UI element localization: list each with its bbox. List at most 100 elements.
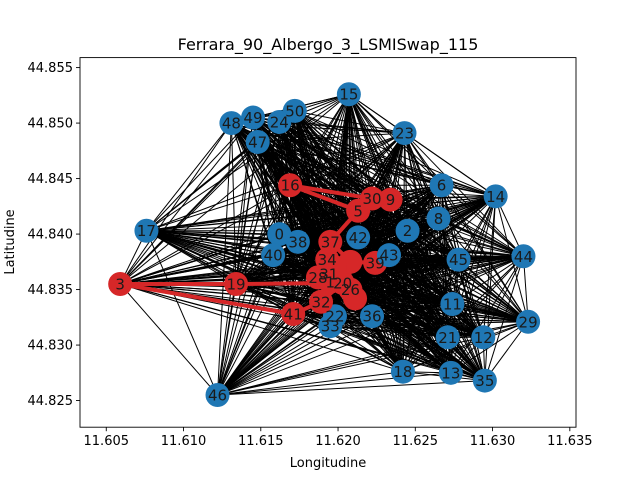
graph-node [516,309,541,334]
graph-node [322,255,347,280]
graph-edge [350,261,486,381]
graph-edge [293,313,404,373]
graph-edge [484,256,524,381]
graph-edge [350,289,529,323]
graph-edge [404,132,496,197]
graph-edge [388,254,486,381]
graph-node [318,229,343,254]
node-label: 30 [362,190,381,208]
node-label: 29 [519,313,538,331]
node-label: 22 [325,308,344,326]
graph-edge [119,141,259,285]
graph-edge [348,94,404,372]
graph-node [241,105,266,130]
x-tick-label: 11.610 [161,434,207,449]
node-label: 36 [362,308,381,326]
y-axis: 44.825 44.830 44.835 44.840 44.845 44.850 44.8… [28,61,80,409]
graph-edge [217,254,390,396]
node-label: 6 [437,177,447,195]
graph-node [309,289,334,314]
graph-node [472,368,497,393]
graph-node [440,292,465,316]
graph-node [224,272,249,297]
graph-node [108,272,133,297]
graph-edge [146,122,232,232]
graph-edge [371,255,524,317]
graph-node [395,218,420,243]
node-label: 50 [285,102,304,120]
graph-edge [404,132,524,257]
graph-edge [292,241,299,315]
graph-node [318,314,343,339]
graph-edge [230,122,299,243]
node-label: 21 [438,329,457,347]
graph-edge [348,94,390,256]
node-label: 44 [514,248,533,266]
graph-edge [289,184,529,323]
graph-node [205,383,230,408]
graph-edge [217,380,485,396]
graph-edge [279,121,524,257]
graph-edge [217,254,274,396]
graph-edge [354,255,524,299]
node-label: 45 [449,251,468,269]
graph-edge [354,259,459,299]
route-edge [119,282,294,316]
graph-edge [231,122,529,323]
node-label: 16 [281,177,300,195]
graph-edge [252,117,524,257]
x-axis: 11.605 11.610 11.615 11.620 11.625 11.630 11.6… [84,427,593,449]
graph-node [446,247,471,272]
x-tick-label: 11.605 [84,434,130,449]
node-label: 12 [474,329,493,347]
graph-edge [217,110,296,396]
route-edge [289,183,373,201]
graph-edge [294,110,405,134]
y-tick-label: 44.850 [28,117,74,132]
y-axis-label: Latitudine [3,209,18,274]
node-label: 34 [318,251,337,269]
y-tick-label: 44.825 [28,394,74,409]
node-label: 40 [264,247,283,265]
graph-edge [217,277,319,396]
graph-node [360,186,385,211]
graph-node [267,222,292,247]
graph-edge [217,117,254,396]
node-label: 24 [270,113,289,131]
node-label: 32 [311,293,330,311]
node-label: 1 [326,273,336,291]
graph-edge [257,141,373,200]
graph-node [278,173,303,198]
graph-edge [252,117,359,238]
graph-node [282,98,307,123]
node-label: 42 [349,229,368,247]
node-label: 35 [475,372,494,390]
graph-edge [217,325,331,396]
node-label: 33 [321,318,340,336]
graph-edge [484,321,529,381]
graph-edge [294,110,390,256]
graph-edge [447,255,524,338]
graph-edge [371,198,486,381]
graph-node [426,206,451,231]
graph-node [429,173,454,198]
graph-edge [402,321,529,373]
node-label: 13 [441,364,460,382]
graph-node [261,243,286,268]
node-label: 28 [308,269,327,287]
graph-edge [438,218,529,323]
node-label: 49 [244,109,263,127]
graph-edge [273,236,359,256]
graph-node [346,225,371,250]
node-label: 37 [321,233,340,251]
graph-node [134,218,159,243]
x-tick-label: 11.630 [470,434,516,449]
graph-edge [252,117,459,261]
graph-node [336,82,361,107]
node-label: 8 [434,210,444,228]
graph-edge [404,132,460,260]
graph-node [483,184,508,209]
node-label: 31 [319,266,338,284]
node-label: 18 [393,363,412,381]
